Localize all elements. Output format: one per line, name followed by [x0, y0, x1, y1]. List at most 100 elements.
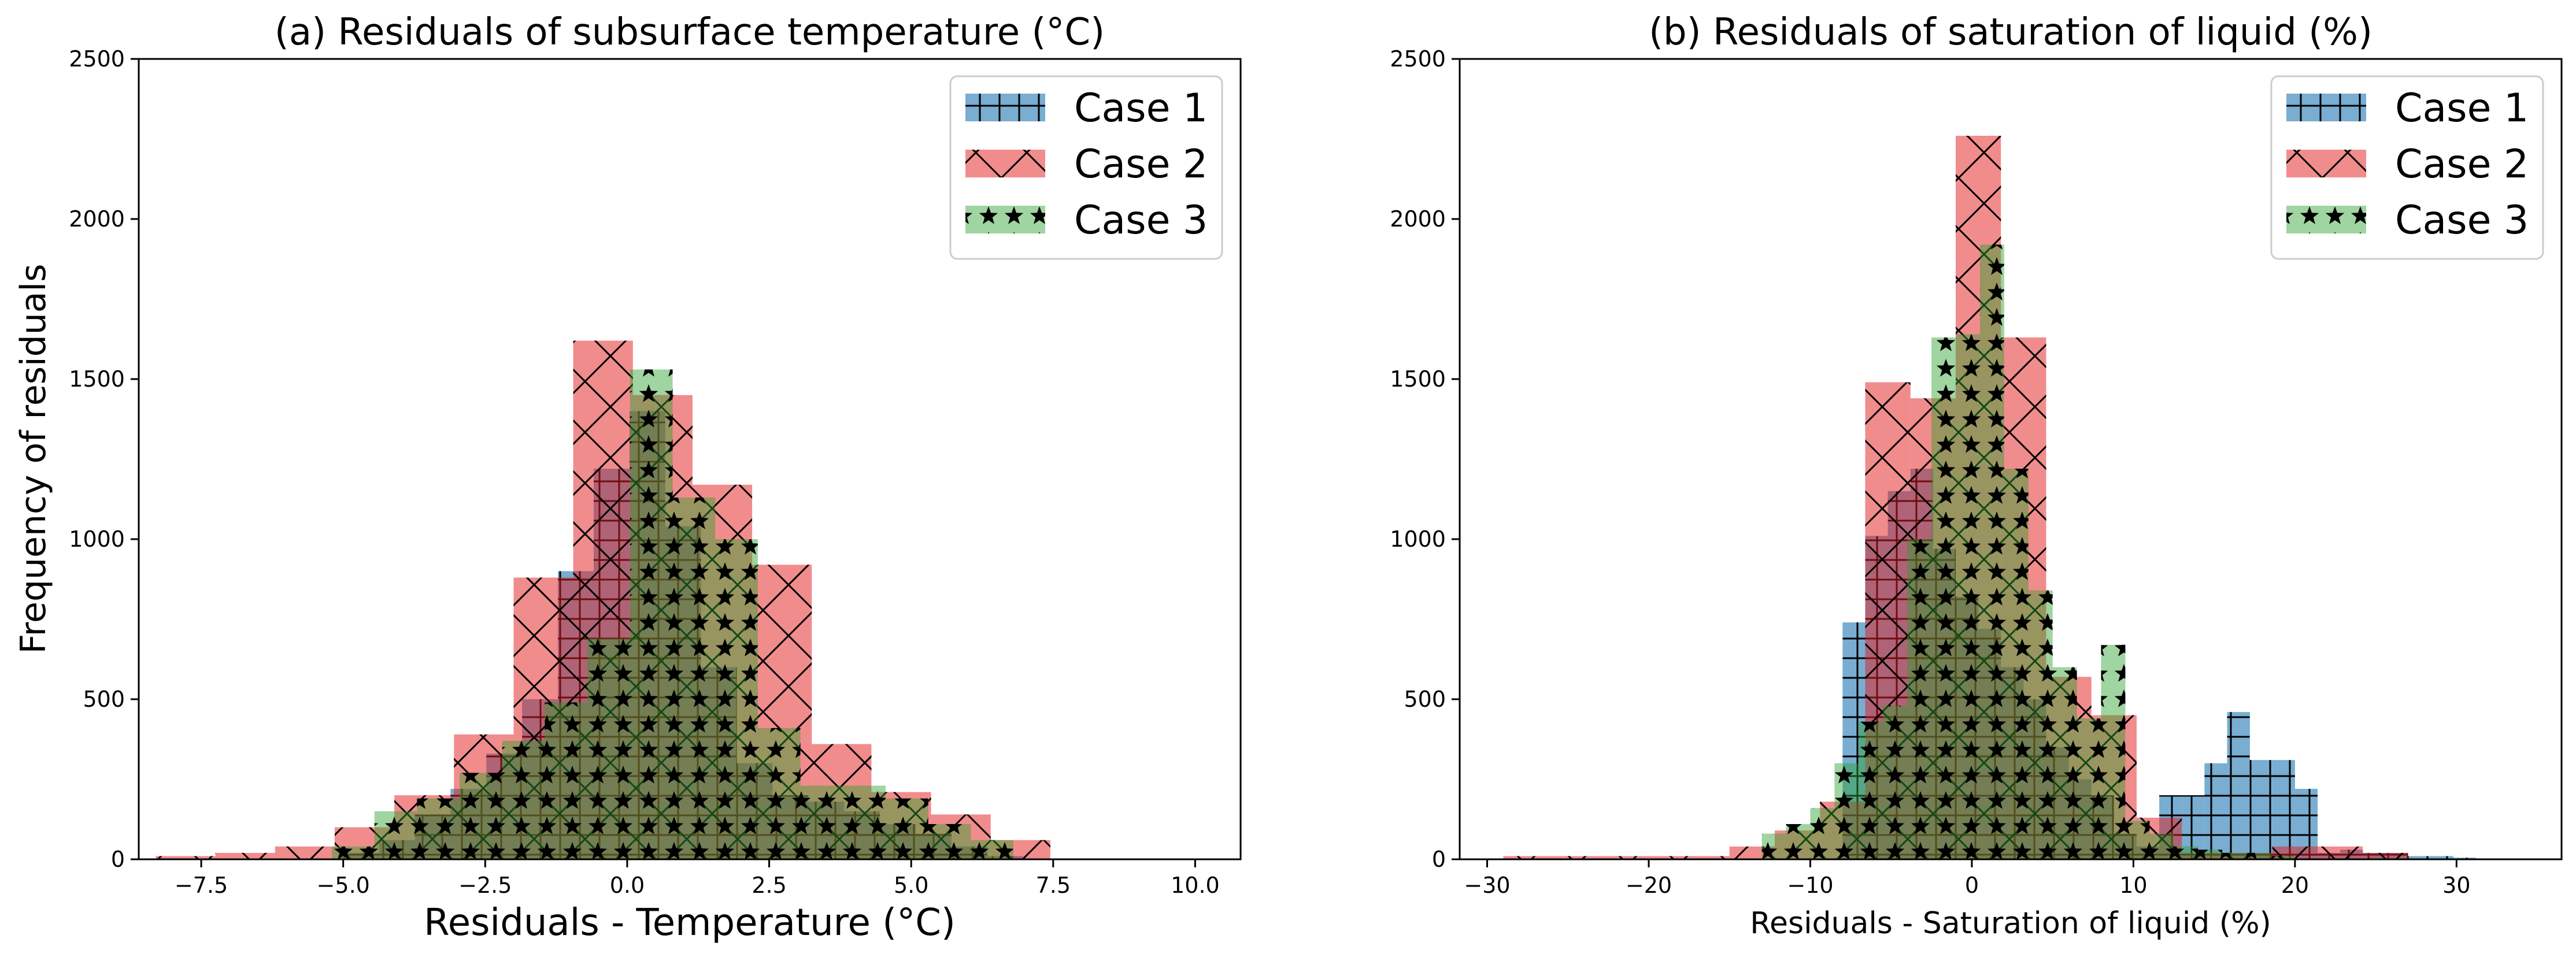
- panel-a-y-ticks: 0 500 1000 1500 2000 2500: [69, 46, 139, 872]
- panel-b: (b) Residuals of saturation of liquid (%…: [1390, 11, 2563, 941]
- bar-hatch-case-3: [843, 785, 886, 859]
- bar-hatch-case-2: [1503, 856, 1549, 859]
- bar-hatch-case-3: [502, 741, 545, 859]
- x-tick-label: −5.0: [317, 873, 370, 898]
- bar-hatch-case-3: [715, 539, 758, 859]
- x-tick-label: 10.0: [1171, 873, 1220, 898]
- bar-hatch-case-2: [275, 846, 335, 859]
- bar-hatch-case-3: [1883, 706, 1908, 859]
- legend-hatch-case-2: [2286, 150, 2366, 177]
- y-tick-label: 2500: [69, 46, 125, 72]
- bar-hatch-case-3: [2198, 849, 2223, 859]
- bar-hatch-case-2: [2363, 852, 2408, 859]
- x-tick-label: 20: [2281, 873, 2309, 898]
- bar-hatch-case-3: [1955, 334, 1980, 859]
- legend-hatch-case-1: [965, 94, 1045, 121]
- legend-label-case-2: Case 2: [1074, 142, 1208, 187]
- legend-label-case-2: Case 2: [2395, 142, 2529, 187]
- y-tick-label: 500: [1404, 687, 1446, 712]
- x-tick-label: −30: [1464, 873, 1510, 898]
- bar-hatch-case-3: [460, 773, 502, 859]
- panel-b-x-ticks: −30 −20 −10 0 10 20 30: [1464, 859, 2471, 898]
- legend-item-case-3: Case 3: [965, 198, 1208, 243]
- bar-hatch-case-2: [1684, 856, 1730, 859]
- bar-hatch-case-1: [2249, 760, 2272, 859]
- bar-hatch-case-3: [1907, 539, 1932, 859]
- panel-a-x-axis-label: Residuals - Temperature (°C): [424, 901, 956, 944]
- legend-hatch-case-1: [2286, 94, 2366, 121]
- bar-hatch-case-3: [1931, 337, 1956, 859]
- bar-hatch-case-1: [2204, 763, 2227, 859]
- legend-hatch-case-3: [2286, 206, 2366, 233]
- bar-hatch-case-3: [1979, 244, 2004, 859]
- bar-hatch-case-3: [545, 702, 588, 859]
- bar-hatch-case-3: [2077, 718, 2101, 859]
- y-tick-label: 1000: [1390, 526, 1446, 552]
- bar-hatch-case-2: [1548, 856, 1594, 859]
- panel-a-bars: [156, 340, 1050, 859]
- panel-b-y-ticks: 0 500 1000 1500 2000 2500: [1390, 46, 1460, 872]
- bar-hatch-case-3: [1810, 808, 1835, 859]
- bar-hatch-case-3: [800, 785, 843, 859]
- legend-hatch-case-3: [965, 206, 1045, 233]
- y-tick-label: 1500: [69, 366, 125, 392]
- panel-b-title: (b) Residuals of saturation of liquid (%…: [1649, 11, 2373, 54]
- bar-hatch-case-3: [1786, 824, 1811, 859]
- y-tick-label: 2500: [1390, 46, 1446, 72]
- bar-hatch-case-3: [757, 728, 801, 859]
- bar-hatch-case-1: [2430, 856, 2453, 859]
- series-case-3: [1761, 244, 2295, 859]
- x-tick-label: −7.5: [175, 873, 228, 898]
- legend-label-case-3: Case 3: [2395, 198, 2529, 243]
- panel-a-y-axis-label: Frequency of residuals: [13, 264, 54, 654]
- bar-hatch-case-2: [2317, 846, 2363, 859]
- bar-hatch-case-3: [2174, 846, 2199, 859]
- panel-b-legend: Case 1 Case 2 Case 3: [2270, 75, 2544, 260]
- bar-hatch-case-3: [587, 638, 630, 859]
- bar-hatch-case-3: [672, 497, 716, 859]
- y-tick-label: 2000: [69, 206, 125, 232]
- panel-a-frame: [138, 58, 1242, 860]
- legend-item-case-1: Case 1: [2286, 86, 2529, 131]
- bar-hatch-case-2: [1593, 856, 1639, 859]
- panel-a: (a) Residuals of subsurface temperature …: [13, 11, 1242, 944]
- legend-item-case-1: Case 1: [965, 86, 1208, 131]
- panel-a-x-ticks: −7.5 −5.0 −2.5 0.0 2.5 5.0 7.5 10.0: [175, 859, 1220, 898]
- bar-hatch-case-1: [2272, 760, 2295, 859]
- y-tick-label: 1000: [69, 526, 125, 552]
- legend-hatch-case-2: [965, 150, 1045, 177]
- legend-item-case-3: Case 3: [2286, 198, 2529, 243]
- series-case-3: [332, 369, 1014, 859]
- bar-hatch-case-2: [156, 856, 216, 859]
- x-tick-label: 0: [1965, 873, 1979, 898]
- x-tick-label: 7.5: [1036, 873, 1071, 898]
- legend-label-case-1: Case 1: [2395, 86, 2529, 131]
- bar-hatch-case-3: [2246, 852, 2271, 859]
- bar-hatch-case-3: [417, 798, 460, 859]
- bar-hatch-case-3: [2004, 469, 2029, 859]
- y-tick-label: 1500: [1390, 366, 1446, 392]
- bar-hatch-case-3: [885, 798, 928, 859]
- x-tick-label: 30: [2442, 873, 2470, 898]
- bar-hatch-case-3: [630, 369, 673, 859]
- x-tick-label: −2.5: [458, 873, 512, 898]
- x-tick-label: 2.5: [752, 873, 786, 898]
- x-tick-label: 0.0: [610, 873, 645, 898]
- bar-hatch-case-3: [374, 811, 417, 859]
- legend-label-case-1: Case 1: [1074, 86, 1208, 131]
- x-tick-label: 5.0: [894, 873, 928, 898]
- bar-hatch-case-3: [1834, 763, 1859, 859]
- bar-hatch-case-3: [2028, 590, 2053, 859]
- x-tick-label: 10: [2119, 873, 2147, 898]
- panel-b-x-axis-label: Residuals - Saturation of liquid (%): [1750, 906, 2271, 941]
- y-tick-label: 0: [1432, 847, 1446, 872]
- bar-hatch-case-3: [2125, 821, 2150, 859]
- bar-hatch-case-3: [971, 840, 1014, 859]
- legend-label-case-3: Case 3: [1074, 198, 1208, 243]
- bar-hatch-case-3: [332, 846, 375, 859]
- y-tick-label: 0: [111, 847, 125, 872]
- bar-hatch-case-3: [928, 824, 971, 859]
- bar-hatch-case-3: [2222, 852, 2247, 859]
- legend-item-case-2: Case 2: [965, 142, 1208, 187]
- bar-hatch-case-3: [1761, 833, 1786, 859]
